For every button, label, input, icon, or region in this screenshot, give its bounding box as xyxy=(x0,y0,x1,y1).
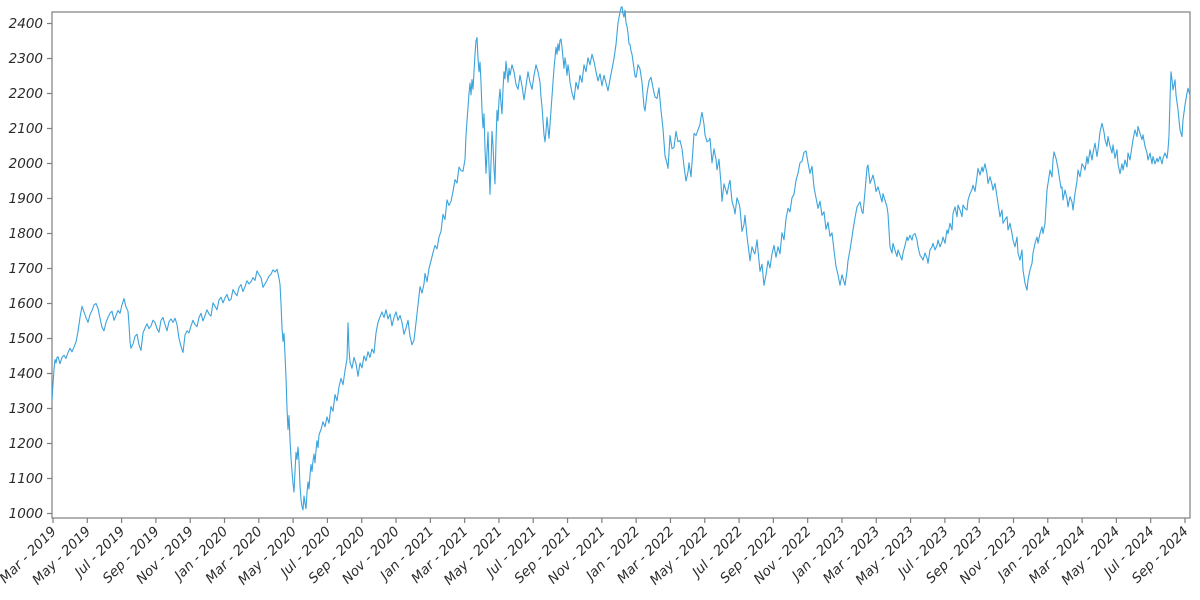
y-tick-label: 1900 xyxy=(9,191,43,207)
y-tick-label: 1700 xyxy=(9,261,43,277)
plot-frame xyxy=(51,11,1191,519)
price-series xyxy=(51,6,1191,511)
axes-spines xyxy=(51,11,1191,519)
y-tick-label: 2200 xyxy=(9,86,43,102)
y-axis-ticks: 1000 1100 1200 1300 1400 1500 1600 1700 1800 1900… xyxy=(9,16,52,522)
y-tick-label: 1100 xyxy=(9,471,43,487)
y-tick-label: 1400 xyxy=(9,366,43,382)
y-tick-label: 1800 xyxy=(9,226,43,242)
y-tick-label: 2300 xyxy=(9,51,43,67)
y-tick-label: 2400 xyxy=(9,16,43,32)
price-series-line xyxy=(51,6,1191,511)
y-tick-label: 1500 xyxy=(9,331,43,347)
y-tick-label: 1000 xyxy=(9,506,43,522)
y-tick-label: 2100 xyxy=(9,121,43,137)
y-tick-label: 1300 xyxy=(9,401,43,417)
y-tick-label: 2000 xyxy=(9,156,43,172)
y-tick-label: 1200 xyxy=(9,436,43,452)
y-tick-label: 1600 xyxy=(9,296,43,312)
